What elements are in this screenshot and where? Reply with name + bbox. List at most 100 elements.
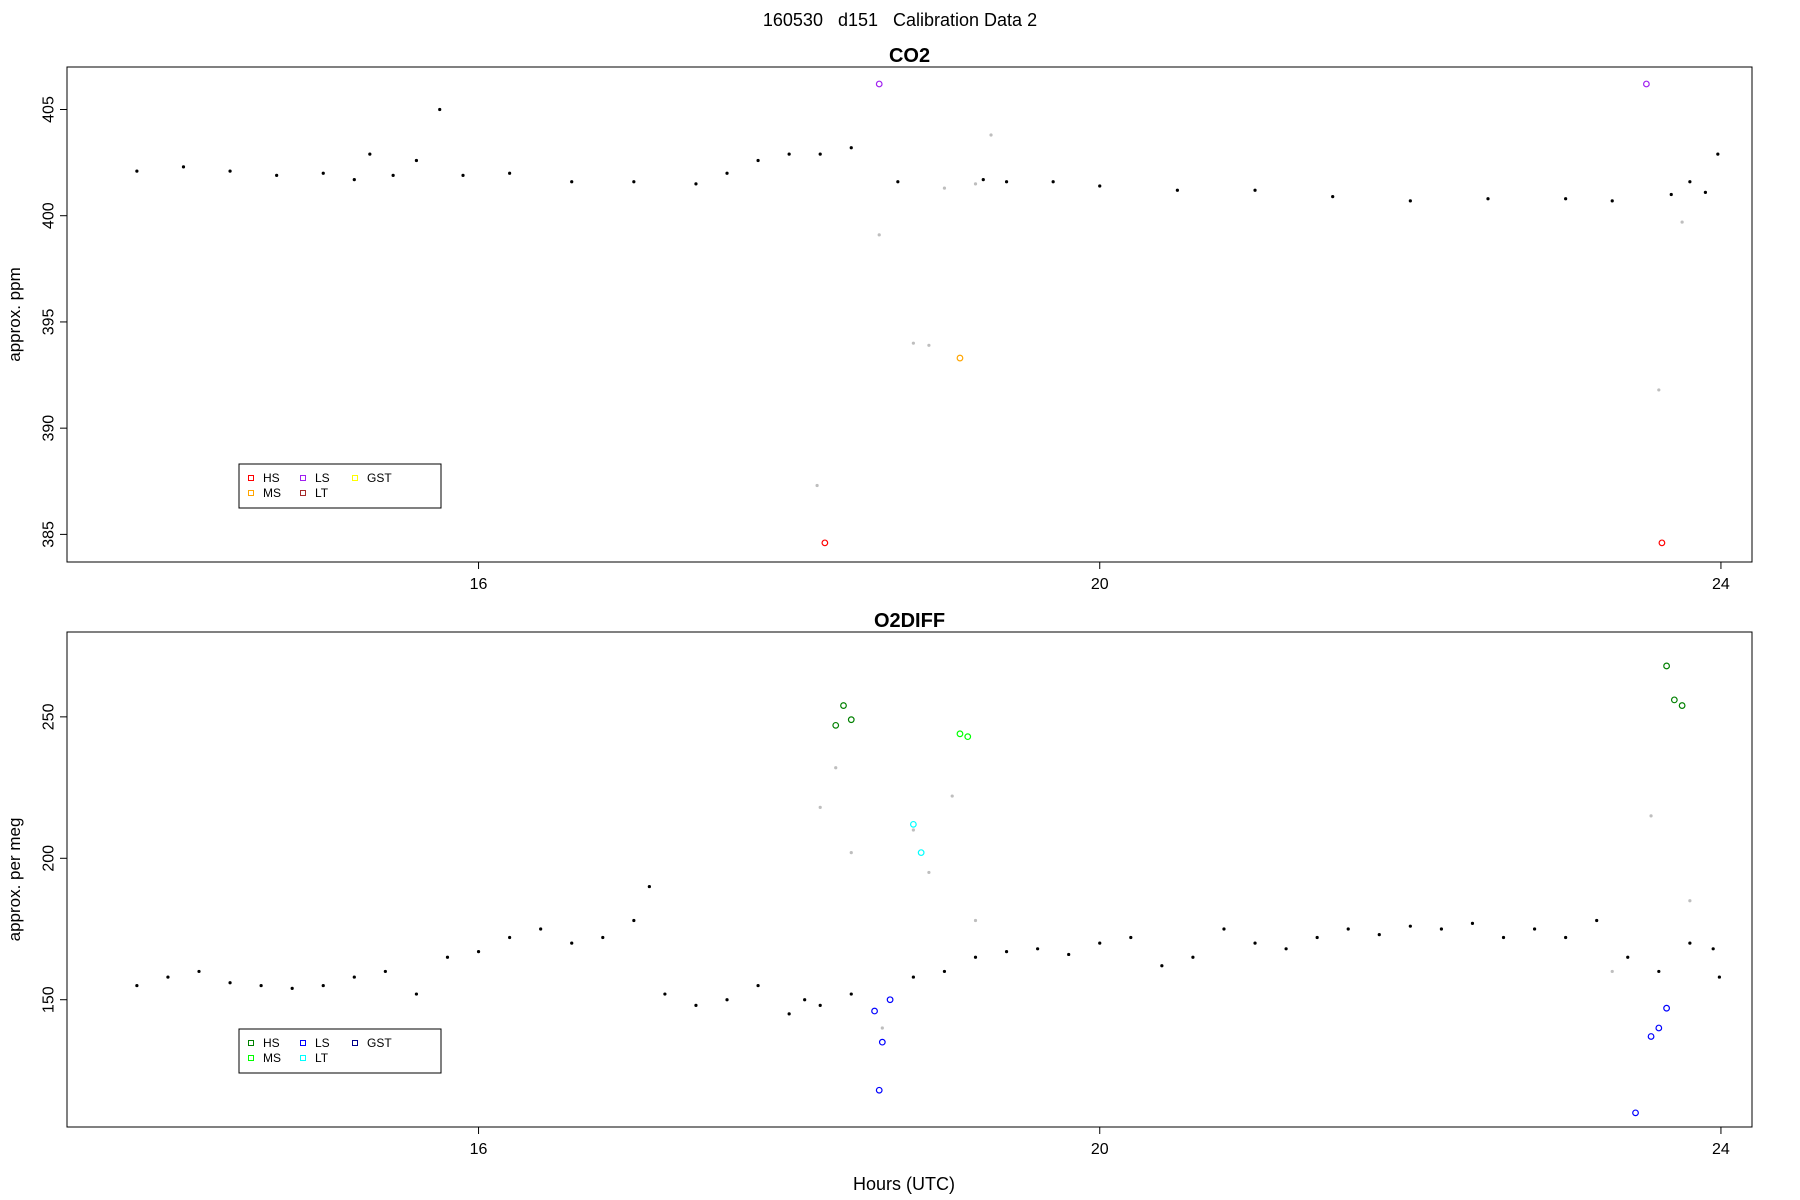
- legend-marker: [248, 1040, 254, 1046]
- data-point: [694, 182, 698, 186]
- data-point: [1175, 188, 1179, 192]
- legend-marker: [352, 1040, 358, 1046]
- data-point: [1160, 964, 1164, 968]
- data-point: [1657, 388, 1661, 392]
- legend-label: HS: [263, 471, 280, 485]
- plot-frame: [66, 66, 1753, 563]
- y-tick-label: 400: [41, 202, 58, 229]
- calibration-point: [875, 80, 883, 88]
- data-point: [942, 186, 947, 190]
- x-tick-label: 16: [470, 1141, 488, 1158]
- data-point: [1036, 947, 1040, 951]
- data-point: [352, 975, 356, 979]
- data-point: [756, 158, 760, 163]
- data-point: [508, 935, 512, 940]
- data-point: [368, 152, 372, 156]
- data-point: [1501, 935, 1506, 940]
- data-point: [787, 152, 791, 156]
- data-point: [1688, 941, 1692, 945]
- data-point: [1253, 941, 1257, 945]
- calibration-point: [956, 730, 964, 738]
- y-axis-label: approx. per meg: [5, 818, 24, 942]
- data-point: [1253, 188, 1257, 192]
- data-point: [815, 483, 819, 488]
- data-point: [981, 177, 985, 182]
- panel-title: O2DIFF: [874, 610, 945, 632]
- calibration-point: [1663, 662, 1670, 670]
- data-point: [787, 1012, 791, 1016]
- data-point: [135, 169, 139, 173]
- data-point: [1688, 180, 1692, 184]
- data-point: [1004, 950, 1009, 954]
- data-point: [927, 870, 931, 875]
- calibration-point: [840, 702, 847, 709]
- data-point: [694, 1003, 698, 1007]
- calibration-point: [871, 1007, 878, 1015]
- legend-label: GST: [367, 471, 392, 485]
- data-point: [414, 992, 419, 996]
- data-point: [632, 180, 636, 184]
- data-point: [834, 766, 838, 770]
- data-point: [1703, 190, 1708, 194]
- calibration-point: [886, 996, 894, 1004]
- data-point: [849, 851, 853, 855]
- y-tick-label: 200: [41, 845, 58, 872]
- data-point: [1717, 975, 1721, 979]
- data-point: [950, 794, 954, 798]
- data-point: [476, 950, 481, 954]
- data-point: [1486, 197, 1490, 201]
- x-tick-label: 16: [470, 576, 488, 593]
- data-point: [1408, 199, 1412, 203]
- data-point: [911, 828, 915, 832]
- data-point: [818, 1003, 822, 1007]
- data-point: [1716, 152, 1720, 156]
- legend-box: [238, 463, 442, 509]
- data-point: [228, 169, 232, 173]
- data-point: [1688, 899, 1692, 903]
- calibration-point: [832, 721, 840, 729]
- data-point: [1004, 180, 1009, 184]
- data-point: [849, 146, 853, 150]
- data-point: [877, 233, 881, 237]
- calibration-point: [964, 733, 972, 741]
- data-point: [135, 983, 139, 988]
- calibration-point: [1647, 1033, 1655, 1040]
- calibration-point: [1642, 80, 1650, 88]
- data-point: [1439, 927, 1444, 931]
- data-point: [1649, 814, 1653, 818]
- y-tick-label: 390: [40, 415, 57, 442]
- data-point: [632, 918, 636, 923]
- data-point: [1595, 918, 1599, 923]
- legend-label: MS: [263, 486, 281, 500]
- data-point: [818, 152, 822, 156]
- data-point: [166, 975, 170, 979]
- data-point: [1610, 199, 1614, 203]
- data-point: [539, 927, 543, 931]
- data-point: [1191, 955, 1195, 959]
- legend-marker: [352, 475, 358, 481]
- calibration-point: [1678, 702, 1686, 709]
- data-point: [1711, 947, 1715, 951]
- y-tick-label: 395: [41, 308, 58, 335]
- data-point: [391, 173, 395, 177]
- data-point: [896, 180, 900, 184]
- data-point: [228, 981, 232, 985]
- data-point: [1098, 941, 1102, 945]
- data-point: [1331, 194, 1335, 199]
- x-tick-label: 24: [1712, 1141, 1730, 1158]
- data-point: [973, 182, 978, 186]
- figure-title: 160530 d151 Calibration Data 2: [762, 10, 1038, 30]
- y-tick-label: 385: [41, 521, 58, 548]
- data-point: [803, 998, 807, 1002]
- data-point: [275, 173, 279, 177]
- y-axis-label: approx. ppm: [5, 267, 24, 362]
- data-point: [1564, 197, 1568, 201]
- legend-label: LS: [315, 1036, 330, 1050]
- data-point: [1680, 220, 1684, 224]
- data-point: [1377, 933, 1381, 937]
- plot-frame: [66, 631, 1753, 1128]
- data-point: [259, 983, 263, 988]
- legend-label: LS: [315, 471, 330, 485]
- data-point: [1346, 927, 1350, 931]
